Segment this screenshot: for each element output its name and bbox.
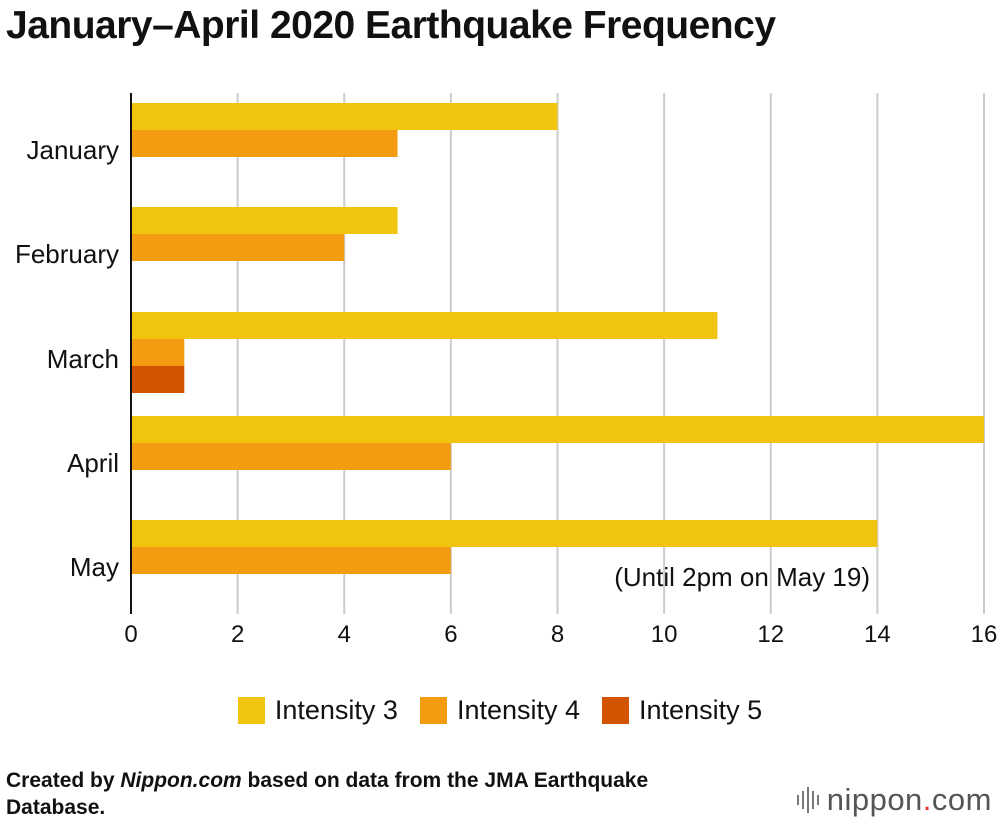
legend-item: Intensity 5 bbox=[602, 695, 762, 726]
legend-item: Intensity 4 bbox=[419, 695, 581, 726]
y-category-label: May bbox=[70, 552, 119, 582]
y-category-label: January bbox=[27, 135, 120, 165]
x-tick-label: 16 bbox=[971, 621, 998, 648]
chart-annotation: (Until 2pm on May 19) bbox=[614, 562, 870, 592]
bar-february-intensity-4 bbox=[131, 234, 345, 261]
y-category-label: April bbox=[67, 448, 119, 478]
footer-source: Nippon.com bbox=[120, 769, 242, 792]
bar-january-intensity-3 bbox=[131, 103, 558, 130]
bar-march-intensity-3 bbox=[131, 312, 718, 339]
legend-swatch bbox=[419, 697, 447, 724]
legend-label: Intensity 5 bbox=[639, 695, 763, 725]
footer-suffix: based on data from the JMA Earthquake Da… bbox=[6, 769, 649, 819]
axes: 0 2 4 6 8 10 12 14 16 January February March April Ma… bbox=[15, 93, 997, 648]
bar-march-intensity-4 bbox=[131, 339, 185, 366]
x-tick-label: 10 bbox=[651, 621, 678, 648]
bar-chart: 0 2 4 6 8 10 12 14 16 January February March April Ma… bbox=[15, 93, 997, 648]
bar-may-intensity-4 bbox=[131, 547, 451, 574]
brand-name: nippon bbox=[826, 782, 923, 817]
logo-bars-icon bbox=[796, 787, 819, 813]
legend-swatch bbox=[237, 697, 265, 724]
legend-item: Intensity 3 bbox=[237, 695, 398, 726]
bar-february-intensity-3 bbox=[131, 207, 398, 234]
legend-label: Intensity 3 bbox=[274, 695, 398, 725]
brand-tld: com bbox=[931, 782, 992, 817]
legend-label: Intensity 4 bbox=[456, 695, 581, 725]
x-tick-label: 6 bbox=[444, 621, 457, 648]
x-tick-label: 8 bbox=[551, 621, 564, 648]
x-tick-label: 0 bbox=[124, 621, 137, 648]
x-tick-label: 2 bbox=[231, 621, 244, 648]
brand-dot: . bbox=[922, 782, 932, 817]
nippon-logo: nippon.com bbox=[796, 782, 992, 818]
bars bbox=[131, 103, 984, 574]
footer-credit: Created by Nippon.com based on data from… bbox=[6, 767, 746, 821]
legend: Intensity 3 Intensity 4 Intensity 5 bbox=[0, 695, 1000, 726]
bar-march-intensity-5 bbox=[131, 366, 185, 393]
x-tick-label: 12 bbox=[757, 621, 784, 648]
y-category-label: March bbox=[47, 344, 119, 374]
x-tick-label: 4 bbox=[338, 621, 351, 648]
bar-may-intensity-3 bbox=[131, 520, 878, 547]
chart-title: January–April 2020 Earthquake Frequency bbox=[6, 4, 776, 47]
x-tick-label: 14 bbox=[864, 621, 891, 648]
legend-swatch bbox=[602, 697, 630, 724]
bar-january-intensity-4 bbox=[131, 130, 398, 157]
footer-prefix: Created by bbox=[6, 769, 121, 792]
bar-april-intensity-4 bbox=[131, 443, 451, 470]
bar-april-intensity-3 bbox=[131, 416, 984, 443]
y-category-label: February bbox=[15, 239, 119, 269]
